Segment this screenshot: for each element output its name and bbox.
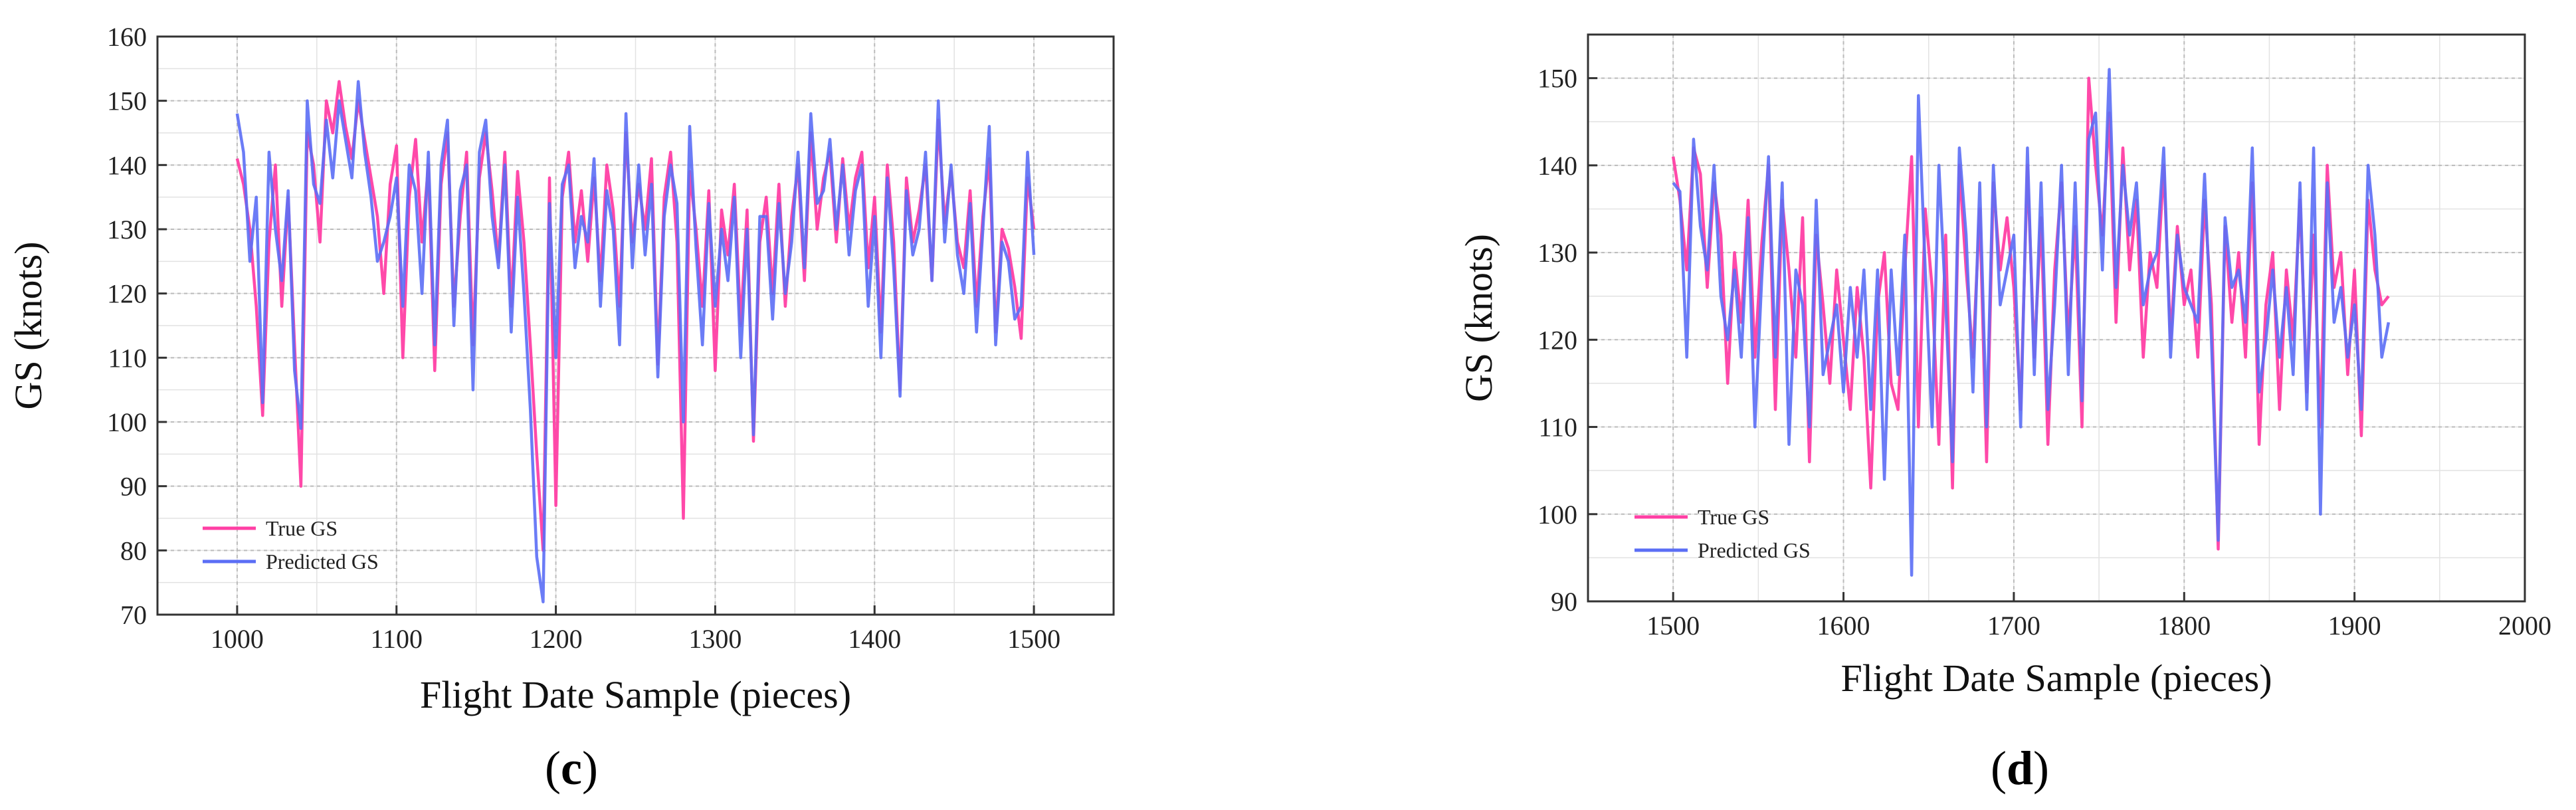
chart-c-xtick-label: 1200 xyxy=(530,624,583,654)
chart-c-xtick-label: 1100 xyxy=(370,624,423,654)
chart-d-series-group xyxy=(1671,68,2391,577)
chart-d-series-true-gs xyxy=(1671,76,2390,551)
chart-d-ytick-label: 130 xyxy=(1537,238,1577,268)
chart-c-ytick-label: 90 xyxy=(120,472,147,502)
chart-c-xtick-label: 1400 xyxy=(848,624,901,654)
chart-d-ytick-label: 100 xyxy=(1537,500,1577,530)
chart-d-legend: True GS Predicted GS xyxy=(1635,505,1811,562)
chart-d-series-predicted-gs xyxy=(1672,68,2391,577)
chart-c-ytick-label: 160 xyxy=(107,22,147,52)
chart-d-y-axis-label: GS (knots) xyxy=(1457,234,1500,402)
chart-d-legend-label-0: True GS xyxy=(1698,505,1769,529)
chart-c-ytick-label: 70 xyxy=(120,600,147,630)
chart-c-xtick-label: 1000 xyxy=(211,624,264,654)
chart-d-ytick-label: 140 xyxy=(1537,151,1577,181)
chart-d-xtick-label: 2000 xyxy=(2498,611,2551,641)
chart-c-xtick-label: 1300 xyxy=(688,624,742,654)
chart-d-plot-frame xyxy=(1587,33,2526,603)
chart-d-xtick-label: 1700 xyxy=(1987,611,2040,641)
chart-d-xtick-label: 1800 xyxy=(2157,611,2211,641)
chart-d-ytick-label: 150 xyxy=(1537,64,1577,94)
chart-c: 1000 1100 1200 1300 1400 1500 70 80 90 100 110 120 1… xyxy=(7,22,1115,795)
chart-c-panel-label: (c) xyxy=(545,742,598,795)
chart-c-ytick-label: 120 xyxy=(107,279,147,309)
chart-c-ytick-label: 110 xyxy=(108,343,147,373)
chart-d-panel-label: (d) xyxy=(1991,742,2049,795)
chart-c-legend-label-0: True GS xyxy=(266,516,338,540)
chart-c-ytick-label: 130 xyxy=(107,215,147,245)
chart-d-xtick-label: 1900 xyxy=(2328,611,2381,641)
chart-d-ytick-label: 110 xyxy=(1538,413,1577,443)
chart-c-legend-label-1: Predicted GS xyxy=(266,550,379,573)
chart-d-ytick-label: 120 xyxy=(1537,325,1577,355)
chart-c-legend: True GS Predicted GS xyxy=(203,516,379,573)
chart-d-xtick-label: 1500 xyxy=(1646,611,1700,641)
chart-c-ytick-label: 80 xyxy=(120,536,147,565)
chart-d-legend-label-1: Predicted GS xyxy=(1698,538,1811,562)
chart-c-y-axis-label: GS (knots) xyxy=(7,242,50,410)
chart-c-series-group xyxy=(235,80,1036,603)
chart-c-series-predicted-gs xyxy=(235,80,1036,603)
chart-d: 1500 1600 1700 1800 1900 2000 90 100 110 120 130 14… xyxy=(1457,33,2551,795)
chart-c-ytick-label: 140 xyxy=(107,150,147,180)
chart-c-ytick-label: 100 xyxy=(107,407,147,437)
chart-d-x-axis-label: Flight Date Sample (pieces) xyxy=(1840,657,2272,700)
chart-c-x-axis-label: Flight Date Sample (pieces) xyxy=(420,673,851,716)
chart-c-plot-frame xyxy=(156,35,1115,616)
chart-d-xtick-label: 1600 xyxy=(1817,611,1870,641)
chart-d-ytick-label: 90 xyxy=(1551,587,1577,617)
chart-c-ytick-label: 150 xyxy=(107,86,147,116)
chart-c-xtick-label: 1500 xyxy=(1007,624,1060,654)
